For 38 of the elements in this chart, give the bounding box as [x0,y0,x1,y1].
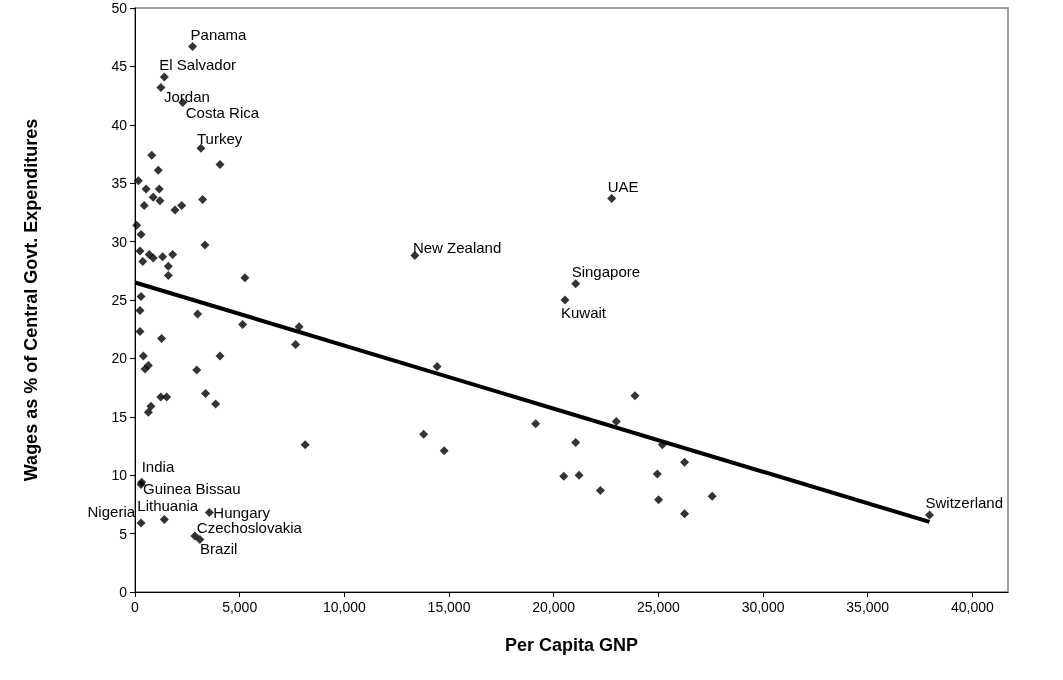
x-tick-label: 0 [131,599,140,615]
y-tick-label: 15 [111,408,128,425]
annotation: El Salvador [159,56,237,74]
annotation: Jordan [163,87,210,105]
annotation: Brazil [199,539,238,557]
y-tick-label: 35 [111,175,128,192]
annotation: Turkey [196,129,243,147]
x-tick-label: 30,000 [741,599,785,615]
y-tick-label: 40 [111,116,128,133]
y-tick-label: 50 [111,0,128,16]
x-tick-label: 10,000 [322,599,366,615]
y-tick-label: 30 [111,233,128,250]
x-tick-label: 25,000 [636,599,680,615]
annotation: Nigeria [87,502,136,520]
x-axis-title: Per Capita GNP [504,635,639,655]
x-tick-label: 20,000 [532,599,576,615]
x-tick-label: 40,000 [951,599,995,615]
annotation: New Zealand [412,239,502,257]
annotation: Lithuania [137,497,199,515]
annotation: UAE [607,177,639,195]
annotation: India [141,457,175,475]
annotation: Panama [190,26,248,44]
annotation: Hungary [213,504,271,522]
y-tick-label: 0 [119,584,128,600]
y-axis-title: Wages as % of Central Govt. Expenditures [21,118,41,482]
y-tick-label: 20 [111,350,128,367]
y-tick-label: 45 [111,58,128,75]
x-tick-label: 35,000 [846,599,890,615]
annotation: Costa Rica [185,104,260,122]
x-tick-label: 5,000 [222,599,258,615]
annotation: Guinea Bissau [143,480,241,498]
annotation: Singapore [571,263,641,281]
x-tick-label: 15,000 [427,599,471,615]
annotation: Kuwait [561,303,607,321]
y-tick-label: 5 [119,525,128,542]
annotation: Switzerland [925,494,1004,512]
y-tick-label: 25 [111,292,128,308]
y-tick-label: 10 [111,467,128,484]
